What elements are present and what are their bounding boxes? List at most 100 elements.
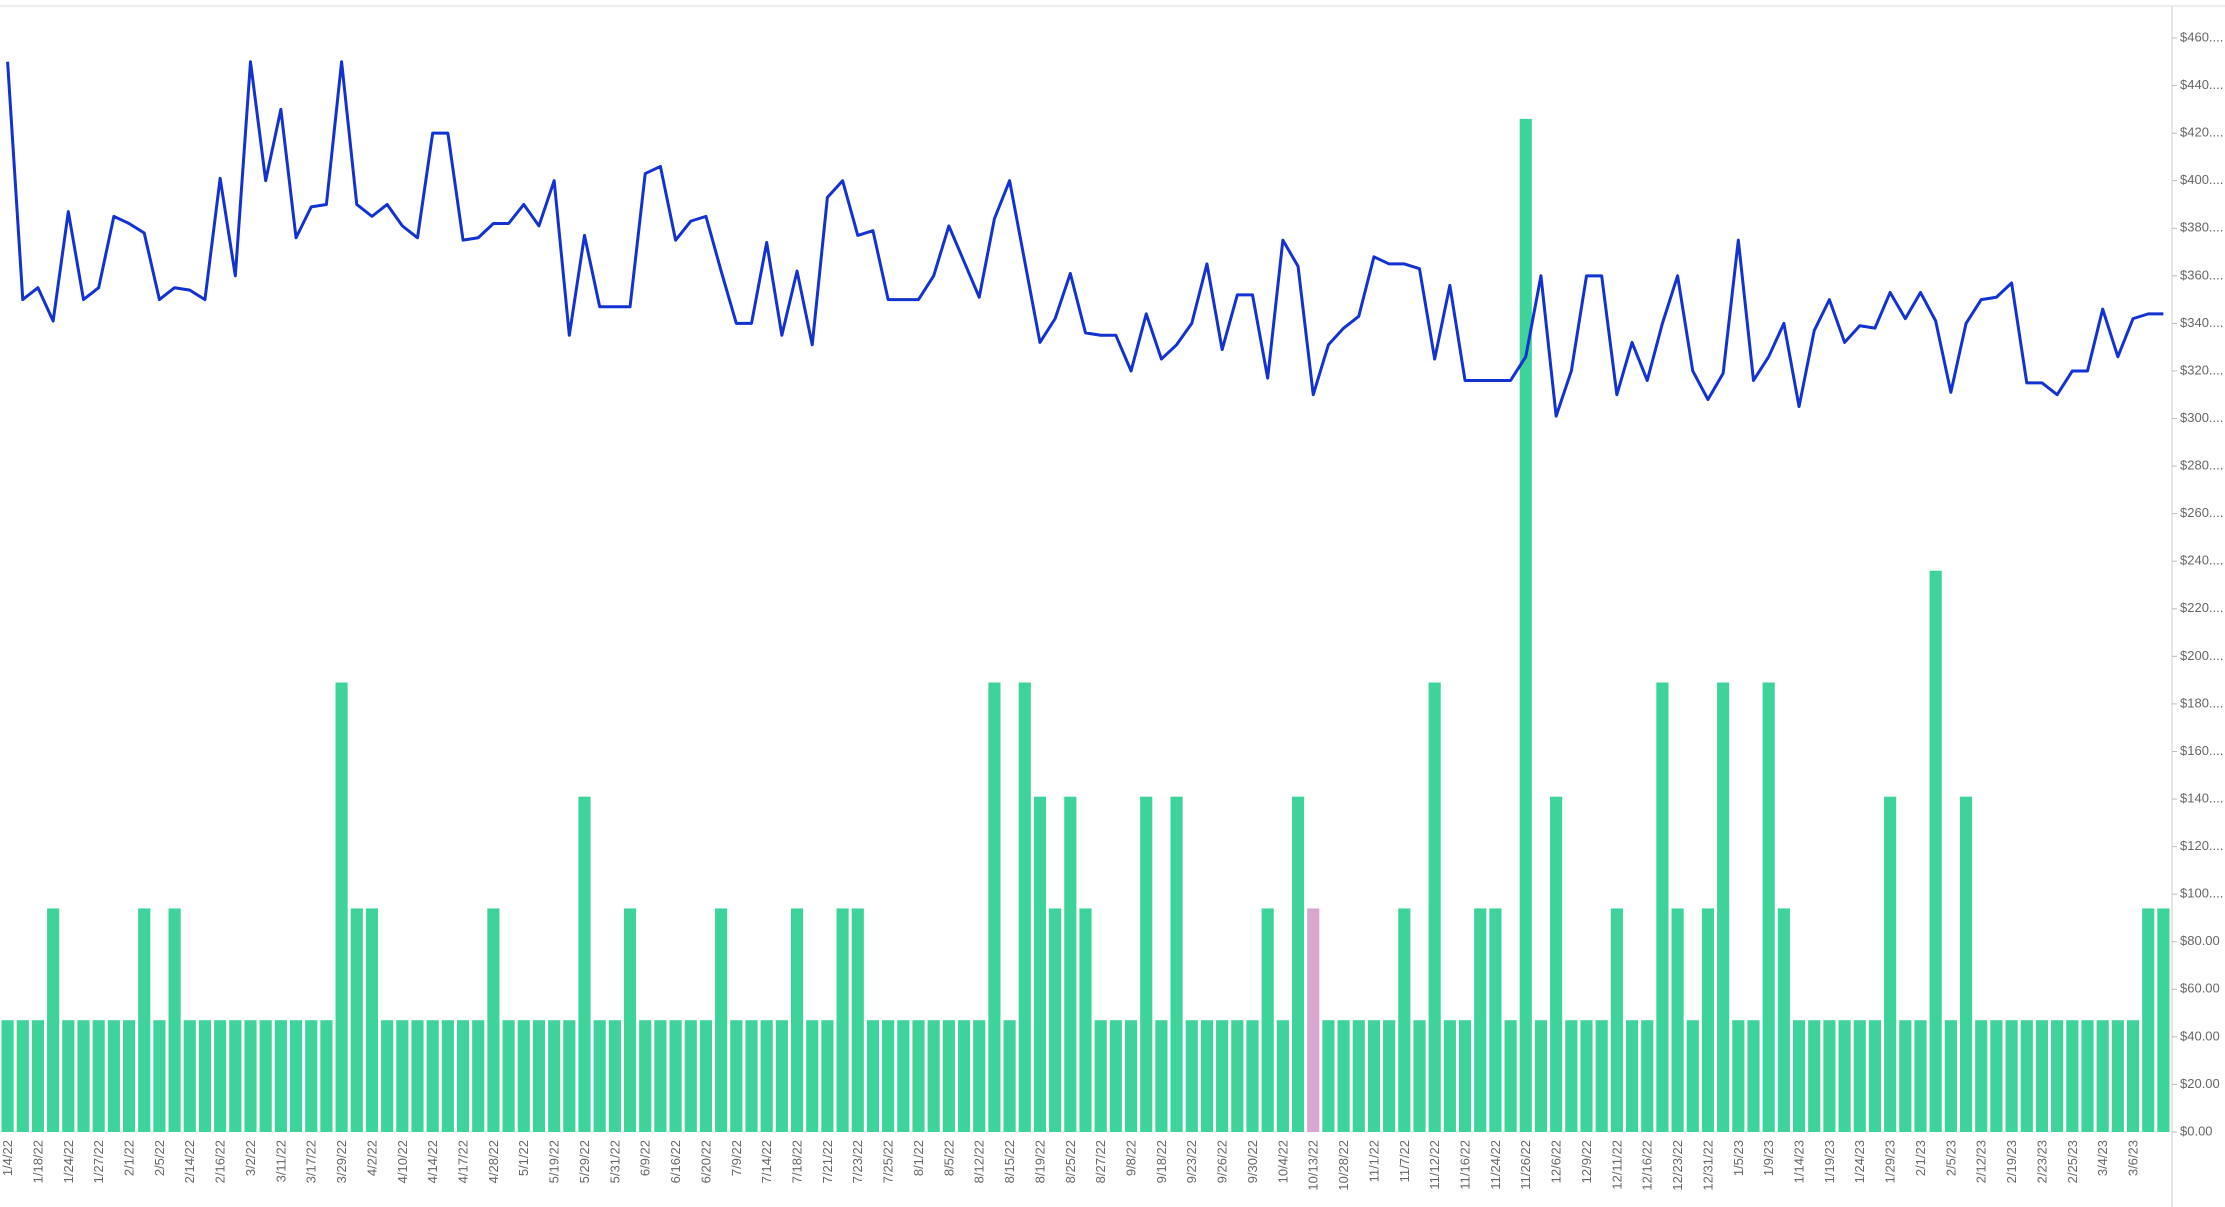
bar: [2142, 908, 2155, 1132]
x-tick-label: 8/12/22: [972, 1140, 987, 1183]
bar: [730, 1020, 743, 1132]
bar: [608, 1020, 621, 1132]
bar: [1717, 682, 1730, 1132]
x-tick-label: 8/1/22: [911, 1140, 926, 1176]
bar: [472, 1020, 485, 1132]
bar: [882, 1020, 895, 1132]
bar: [183, 1020, 196, 1132]
x-tick-label: 11/7/22: [1397, 1140, 1412, 1182]
bar: [1474, 908, 1487, 1132]
y-tick-label: $220....: [2180, 600, 2223, 615]
bar: [1003, 1020, 1016, 1132]
bar: [198, 1020, 212, 1132]
x-tick-label: 3/4/23: [2095, 1140, 2110, 1176]
bar: [153, 1020, 166, 1132]
bar: [1337, 1020, 1350, 1132]
bar: [806, 1020, 819, 1132]
bar: [532, 1020, 546, 1132]
bar: [1064, 796, 1077, 1132]
bar: [1808, 1020, 1821, 1132]
bar: [381, 1020, 394, 1132]
bar: [821, 1020, 834, 1132]
bar: [107, 1020, 120, 1132]
bar: [699, 1020, 713, 1132]
x-tick-label: 3/29/22: [334, 1140, 349, 1183]
bar: [1291, 796, 1305, 1132]
x-tick-label: 3/11/22: [273, 1140, 288, 1182]
x-tick-label: 1/27/22: [91, 1140, 106, 1183]
x-tick-label: 8/27/22: [1093, 1140, 1108, 1183]
bar: [47, 908, 60, 1132]
x-tick-label: 1/24/22: [61, 1140, 76, 1183]
bar: [77, 1020, 90, 1132]
bar: [31, 1020, 45, 1132]
bar: [1884, 796, 1897, 1132]
bar: [1610, 908, 1623, 1132]
bar: [350, 908, 363, 1132]
bar: [1322, 1020, 1335, 1132]
bar: [1792, 1020, 1806, 1132]
bar: [1899, 1020, 1912, 1132]
bar: [2111, 1020, 2124, 1132]
x-tick-label: 5/19/22: [547, 1140, 562, 1183]
x-tick-label: 7/25/22: [881, 1140, 896, 1183]
x-tick-label: 12/9/22: [1579, 1140, 1594, 1183]
y-tick-label: $260....: [2180, 505, 2223, 520]
bar: [168, 908, 181, 1132]
x-tick-label: 10/28/22: [1336, 1140, 1351, 1191]
bar: [122, 1020, 136, 1132]
bar: [1367, 1020, 1381, 1132]
x-tick-label: 7/18/22: [789, 1140, 804, 1183]
bar: [2035, 1020, 2049, 1132]
x-tick-label: 1/14/23: [1791, 1140, 1806, 1183]
bar: [2066, 1020, 2079, 1132]
bar: [988, 682, 1001, 1132]
bar: [517, 1020, 530, 1132]
bar: [1975, 1020, 1988, 1132]
bar: [1170, 796, 1183, 1132]
bar: [1413, 1020, 1426, 1132]
bar: [1762, 682, 1775, 1132]
x-tick-label: 8/19/22: [1032, 1140, 1047, 1183]
bar: [623, 908, 637, 1132]
y-tick-label: $40.00: [2180, 1028, 2220, 1043]
bar: [2126, 1020, 2140, 1132]
y-tick-label: $300....: [2180, 410, 2223, 425]
bar: [1489, 908, 1502, 1132]
bar: [790, 908, 804, 1132]
bar: [1458, 1020, 1472, 1132]
y-tick-label: $440....: [2180, 77, 2223, 92]
bar: [259, 1020, 272, 1132]
bar: [502, 1020, 515, 1132]
bar: [1018, 682, 1031, 1132]
x-tick-label: 4/14/22: [425, 1140, 440, 1183]
bar: [1686, 1020, 1699, 1132]
bar: [775, 1020, 788, 1132]
bar: [1929, 570, 1942, 1132]
x-tick-label: 7/14/22: [759, 1140, 774, 1183]
x-tick-label: 3/2/22: [243, 1140, 258, 1176]
x-tick-label: 2/5/23: [1943, 1140, 1958, 1176]
bar: [2096, 1020, 2109, 1132]
y-tick-label: $420....: [2180, 125, 2223, 140]
bar: [305, 1020, 318, 1132]
x-tick-label: 8/15/22: [1002, 1140, 1017, 1183]
bar: [1595, 1020, 1608, 1132]
x-tick-label: 4/28/22: [486, 1140, 501, 1183]
x-tick-label: 8/5/22: [941, 1140, 956, 1176]
bar: [396, 1020, 409, 1132]
x-tick-label: 2/12/23: [1974, 1140, 1989, 1183]
x-tick-label: 7/21/22: [820, 1140, 835, 1183]
bar: [684, 1020, 697, 1132]
x-tick-label: 10/4/22: [1275, 1140, 1290, 1183]
x-tick-label: 1/5/23: [1731, 1140, 1746, 1176]
bar: [1231, 1020, 1244, 1132]
bar: [563, 1020, 576, 1132]
bar: [138, 908, 151, 1132]
bar: [1944, 1020, 1957, 1132]
bar: [654, 1020, 667, 1132]
bar: [1109, 1020, 1122, 1132]
bar: [578, 796, 591, 1132]
x-tick-label: 12/6/22: [1549, 1140, 1564, 1183]
